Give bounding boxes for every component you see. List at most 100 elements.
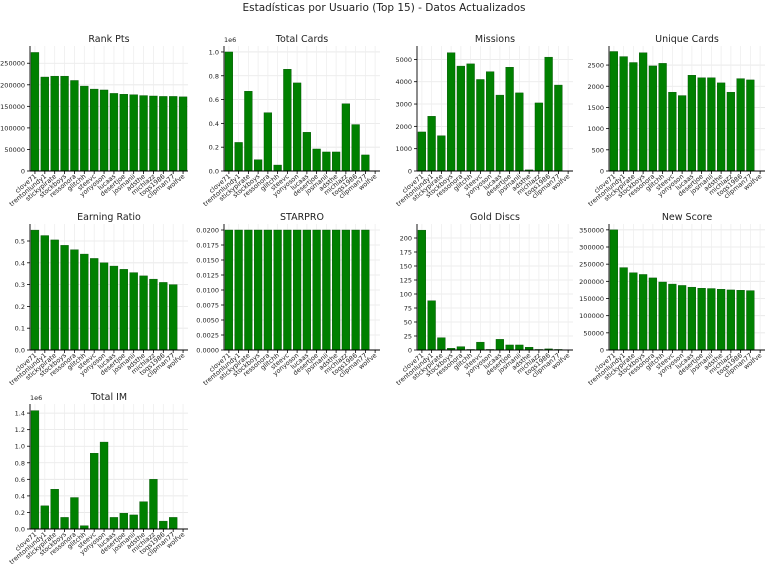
bar bbox=[312, 229, 321, 351]
figure-title: Estadísticas por Usuario (Top 15) - Dato… bbox=[242, 2, 525, 14]
bar bbox=[109, 265, 119, 351]
bar bbox=[139, 95, 148, 172]
bar bbox=[486, 71, 495, 172]
y-tick-label: 0 bbox=[408, 168, 412, 176]
bar bbox=[60, 517, 69, 530]
bar bbox=[515, 344, 524, 351]
bar bbox=[90, 258, 99, 351]
y-tick-label: 0.2 bbox=[209, 144, 219, 152]
bar bbox=[90, 453, 99, 530]
bar bbox=[50, 489, 59, 530]
bar bbox=[40, 76, 49, 172]
axis-offset-label: 1e6 bbox=[224, 36, 236, 44]
bar bbox=[293, 82, 302, 172]
subplot-5: 0.0000 0.0025 0.0050 0.0075 0.0100 0.0125 0.01… bbox=[196, 212, 380, 387]
bar bbox=[70, 80, 79, 172]
y-tick-label: 0.0150 bbox=[196, 257, 219, 265]
bar bbox=[736, 78, 745, 172]
y-tick-label: 1000 bbox=[587, 125, 604, 133]
bar bbox=[515, 92, 524, 172]
bar bbox=[99, 262, 109, 351]
bar bbox=[50, 75, 59, 172]
y-tick-label: 125 bbox=[400, 277, 412, 285]
bar bbox=[619, 267, 628, 351]
bar bbox=[30, 410, 40, 530]
bar bbox=[697, 77, 706, 172]
bar bbox=[149, 278, 158, 351]
y-tick-label: 0.4 bbox=[15, 259, 25, 267]
bar bbox=[447, 52, 456, 172]
y-tick-label: 0 bbox=[408, 347, 412, 355]
bar bbox=[80, 525, 89, 530]
y-tick-label: 250000 bbox=[579, 261, 604, 269]
bar bbox=[658, 63, 667, 172]
bar bbox=[609, 51, 618, 172]
bar bbox=[129, 94, 138, 172]
y-tick-label: 1.4 bbox=[15, 410, 25, 418]
bar bbox=[554, 84, 563, 172]
y-tick-label: 2000 bbox=[395, 123, 412, 131]
y-tick-label: 0.8 bbox=[15, 459, 25, 467]
bar bbox=[169, 517, 178, 530]
y-tick-label: 0.6 bbox=[15, 476, 25, 484]
bar bbox=[361, 154, 370, 172]
bar bbox=[149, 95, 158, 172]
y-tick-label: 175 bbox=[400, 249, 412, 257]
subplot-2: 010002000300040005000Missionsclove71tren… bbox=[395, 34, 573, 208]
bar bbox=[50, 239, 59, 351]
bar bbox=[80, 253, 89, 351]
bar bbox=[139, 501, 148, 530]
bar bbox=[476, 79, 485, 172]
y-tick-label: 0.4 bbox=[209, 120, 219, 128]
bar bbox=[476, 341, 485, 351]
y-tick-label: 0.2 bbox=[15, 303, 25, 311]
y-tick-label: 350000 bbox=[579, 226, 604, 234]
bar bbox=[639, 274, 648, 351]
bar bbox=[273, 229, 282, 351]
y-tick-label: 0.1 bbox=[15, 325, 25, 333]
bar bbox=[717, 82, 726, 172]
y-tick-label: 1.2 bbox=[15, 426, 25, 434]
bar bbox=[80, 85, 89, 172]
bar bbox=[668, 91, 677, 172]
bar bbox=[437, 337, 446, 351]
bar bbox=[456, 65, 465, 172]
bar bbox=[427, 116, 436, 172]
bar bbox=[495, 94, 504, 172]
y-tick-label: 250000 bbox=[0, 60, 25, 68]
bar bbox=[169, 96, 178, 172]
bar bbox=[639, 52, 648, 172]
y-tick-label: 0.0200 bbox=[196, 227, 219, 235]
y-tick-label: 3000 bbox=[395, 101, 412, 109]
bar bbox=[224, 51, 233, 172]
y-tick-label: 150000 bbox=[0, 103, 25, 111]
bar bbox=[109, 517, 119, 530]
y-tick-label: 5000 bbox=[395, 56, 412, 64]
bar bbox=[466, 63, 475, 172]
bar bbox=[544, 56, 553, 172]
bar bbox=[648, 65, 657, 172]
bar bbox=[437, 135, 446, 172]
y-tick-label: 0.6 bbox=[209, 96, 219, 104]
y-tick-label: 25 bbox=[404, 333, 412, 341]
bar bbox=[40, 505, 49, 530]
y-tick-label: 1.0 bbox=[15, 443, 25, 451]
subplot-title: Total Cards bbox=[275, 34, 328, 45]
bar bbox=[505, 344, 514, 351]
y-tick-label: 500 bbox=[592, 146, 604, 154]
bar bbox=[302, 132, 311, 172]
y-tick-label: 1000 bbox=[395, 145, 412, 153]
bar bbox=[505, 67, 514, 172]
y-tick-label: 75 bbox=[404, 305, 412, 313]
bar bbox=[678, 95, 687, 172]
bar bbox=[139, 275, 148, 351]
bar bbox=[707, 77, 716, 172]
y-tick-label: 0.0025 bbox=[196, 332, 219, 340]
bar bbox=[746, 79, 755, 172]
y-tick-label: 2000 bbox=[587, 83, 604, 91]
bar bbox=[263, 229, 272, 351]
